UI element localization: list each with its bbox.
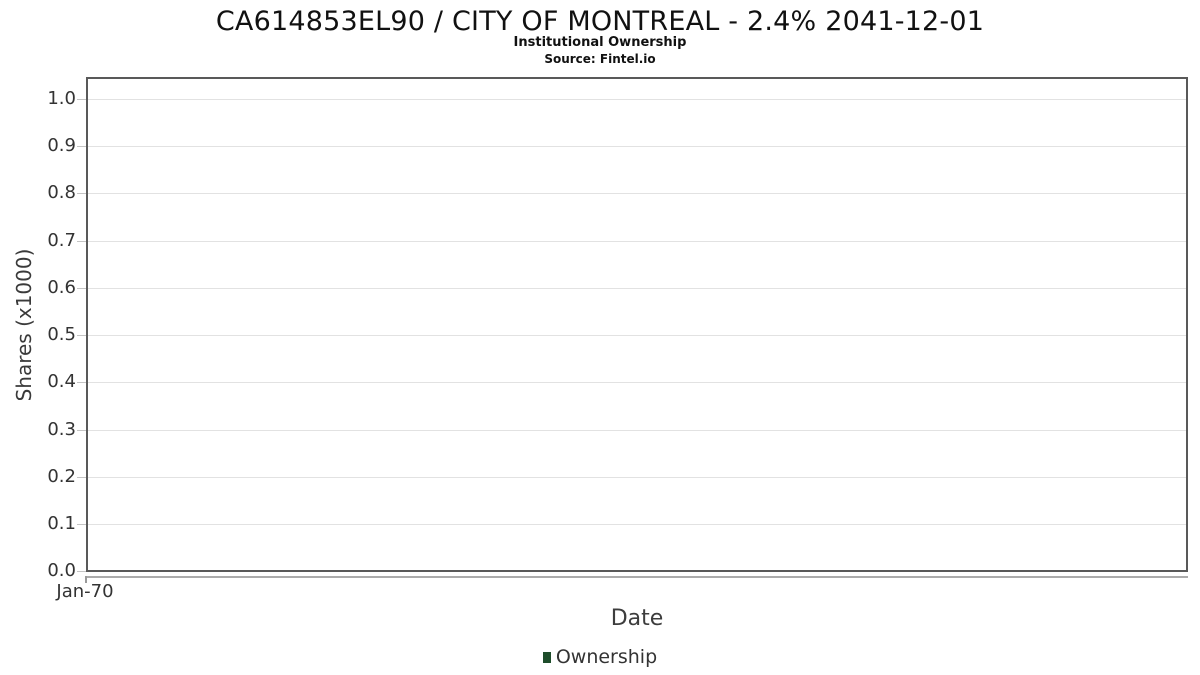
gridline-0.1 — [88, 524, 1186, 525]
chart-subtitle: Institutional Ownership — [513, 35, 687, 50]
plot-area — [86, 77, 1188, 572]
y-tick-label: 0.8 — [47, 182, 76, 203]
y-tick-label: 0.6 — [47, 277, 76, 298]
chart-source-note: Source: Fintel.io — [544, 52, 656, 66]
y-axis-title: Shares (x1000) — [12, 248, 36, 402]
legend-label: Ownership — [555, 646, 658, 668]
y-tickmark — [77, 571, 86, 572]
y-tick-label: 0.4 — [47, 371, 76, 392]
y-tickmark — [77, 241, 86, 242]
y-tick-label: 0.0 — [47, 560, 76, 581]
gridline-0.4 — [88, 382, 1186, 383]
gridline-0.3 — [88, 430, 1186, 431]
y-tick-label: 1.0 — [47, 88, 76, 109]
x-tickmark — [85, 576, 87, 583]
y-tick-label: 0.3 — [47, 419, 76, 440]
y-tickmark — [77, 430, 86, 431]
y-tickmark — [77, 193, 86, 194]
legend-entry-ownership[interactable]: Ownership — [542, 645, 658, 669]
x-axis-line — [86, 576, 1188, 578]
legend: Ownership — [0, 645, 1200, 669]
x-tick-label: Jan-70 — [56, 581, 114, 602]
y-tickmark — [77, 477, 86, 478]
gridline-0.8 — [88, 193, 1186, 194]
y-tickmark — [77, 524, 86, 525]
gridline-0.7 — [88, 241, 1186, 242]
y-tick-label: 0.2 — [47, 466, 76, 487]
y-tick-label: 0.1 — [47, 513, 76, 534]
gridline-0.9 — [88, 146, 1186, 147]
legend-swatch-icon — [542, 652, 551, 663]
y-tickmark — [77, 146, 86, 147]
x-axis-title: Date — [610, 606, 664, 631]
gridline-0.2 — [88, 477, 1186, 478]
y-tickmark — [77, 382, 86, 383]
gridline-0.6 — [88, 288, 1186, 289]
y-tick-label: 0.7 — [47, 230, 76, 251]
y-tickmark — [77, 288, 86, 289]
y-tick-label: 0.5 — [47, 324, 76, 345]
y-tick-label: 0.9 — [47, 135, 76, 156]
y-tickmark — [77, 99, 86, 100]
gridline-0.5 — [88, 335, 1186, 336]
chart-title: CA614853EL90 / CITY OF MONTREAL - 2.4% 2… — [215, 6, 985, 37]
gridline-1.0 — [88, 99, 1186, 100]
y-tickmark — [77, 335, 86, 336]
